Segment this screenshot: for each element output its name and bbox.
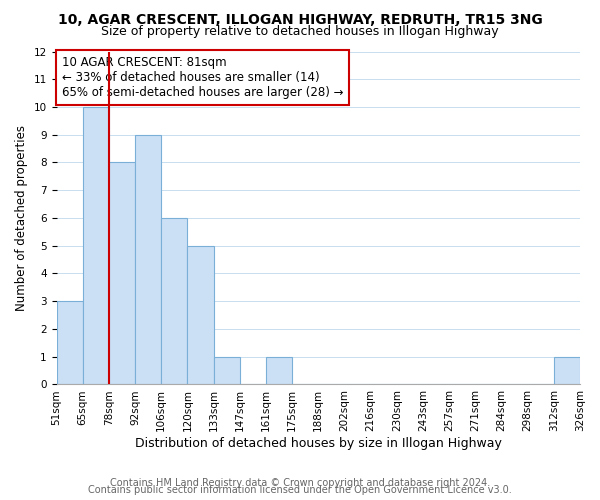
Text: Contains public sector information licensed under the Open Government Licence v3: Contains public sector information licen… [88,485,512,495]
Bar [83,107,109,384]
Bar [56,301,83,384]
Bar [161,218,187,384]
Text: 10, AGAR CRESCENT, ILLOGAN HIGHWAY, REDRUTH, TR15 3NG: 10, AGAR CRESCENT, ILLOGAN HIGHWAY, REDR… [58,12,542,26]
Bar [109,162,135,384]
Y-axis label: Number of detached properties: Number of detached properties [15,125,28,311]
Bar [554,356,580,384]
Text: Size of property relative to detached houses in Illogan Highway: Size of property relative to detached ho… [101,25,499,38]
Text: 10 AGAR CRESCENT: 81sqm
← 33% of detached houses are smaller (14)
65% of semi-de: 10 AGAR CRESCENT: 81sqm ← 33% of detache… [62,56,343,98]
Bar [214,356,240,384]
Bar [266,356,292,384]
Bar [135,134,161,384]
X-axis label: Distribution of detached houses by size in Illogan Highway: Distribution of detached houses by size … [135,437,502,450]
Text: Contains HM Land Registry data © Crown copyright and database right 2024.: Contains HM Land Registry data © Crown c… [110,478,490,488]
Bar [187,246,214,384]
